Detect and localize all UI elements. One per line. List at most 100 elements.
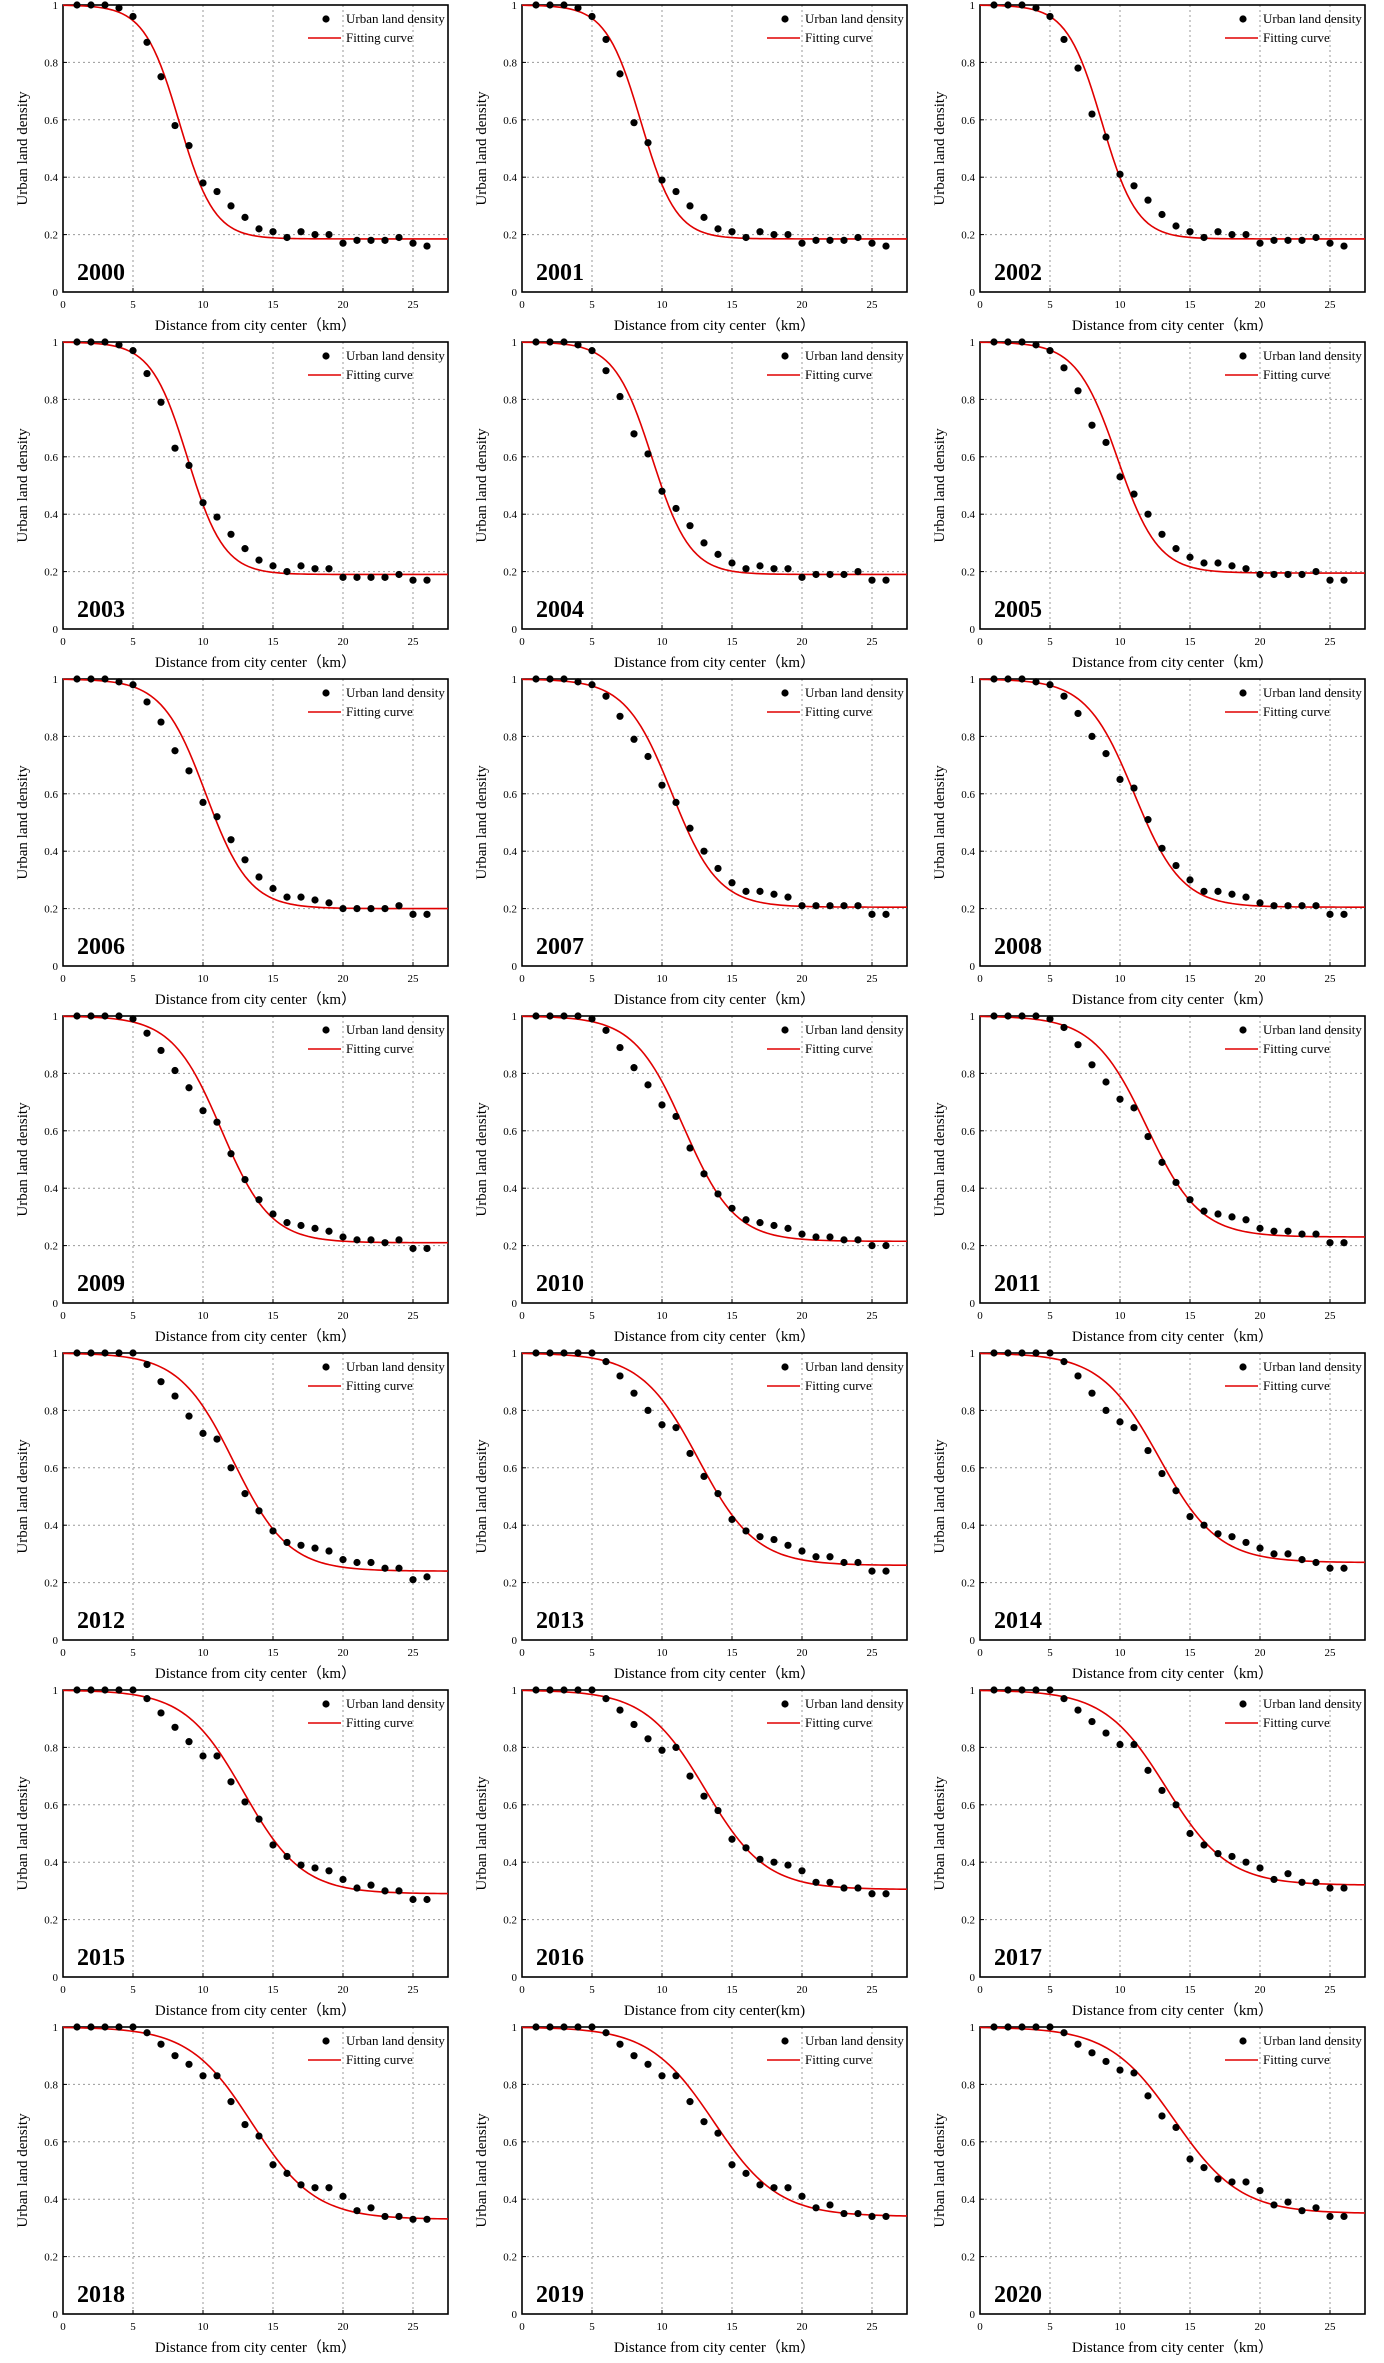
chart-panel-2002: 0 5 10 15 20 25 0 0.2 0.4 0.6 0.8 1 Distance from ci… [932, 0, 1366, 334]
data-point [1004, 1012, 1012, 1020]
y-tick-label: 1 [53, 1685, 59, 1697]
data-point [1326, 1239, 1334, 1247]
data-point [115, 1012, 123, 1020]
y-tick-label: 0.6 [503, 452, 517, 464]
data-point [616, 1706, 624, 1714]
data-point [241, 1798, 249, 1806]
data-point [854, 568, 862, 576]
x-tick-label: 20 [338, 1984, 350, 1996]
y-tick-label: 0 [53, 961, 59, 973]
data-point [1018, 1349, 1026, 1357]
x-tick-label: 10 [657, 636, 669, 648]
data-point [812, 902, 820, 910]
data-point [129, 12, 137, 21]
x-tick-label: 10 [1115, 1647, 1127, 1659]
data-point [700, 1170, 708, 1178]
data-point [1284, 1550, 1292, 1558]
data-point [157, 398, 165, 406]
y-axis-label: Urban land density [15, 91, 31, 206]
data-point [1116, 170, 1124, 178]
data-point [868, 1890, 876, 1898]
data-point [1116, 1418, 1124, 1426]
y-axis-label: Urban land density [474, 1102, 490, 1217]
y-tick-label: 1 [512, 337, 518, 349]
data-point [1214, 1530, 1222, 1538]
data-point [728, 2161, 736, 2169]
y-axis-label: Urban land density [15, 1102, 31, 1217]
data-point [728, 879, 736, 887]
x-axis-label: Distance from city center（km） [1072, 2002, 1273, 2019]
data-point [1004, 675, 1012, 683]
chart-panel-2003: 0 5 10 15 20 25 0 0.2 0.4 0.6 0.8 1 Distance from ci… [15, 337, 449, 671]
data-point [588, 2023, 596, 2031]
data-point [311, 896, 319, 904]
x-tick-label: 5 [130, 973, 136, 985]
x-tick-label: 25 [867, 1310, 879, 1322]
y-tick-label: 0.8 [961, 1405, 975, 1417]
data-point [812, 1233, 820, 1241]
x-axis-label: Distance from city center（km） [155, 317, 356, 334]
data-point [143, 698, 151, 706]
y-tick-label: 0 [53, 1972, 59, 1984]
legend-points-label: Urban land density [1263, 685, 1362, 700]
data-point [1256, 1864, 1264, 1872]
legend-curve-label: Fitting curve [805, 1041, 872, 1056]
data-point [1228, 1852, 1236, 1861]
chart-panel-2004: 0 5 10 15 20 25 0 0.2 0.4 0.6 0.8 1 Distance from ci… [474, 337, 908, 671]
data-point [213, 813, 221, 821]
legend-points-label: Urban land density [805, 11, 904, 26]
data-point [784, 1224, 792, 1232]
y-tick-label: 1 [512, 1348, 518, 1360]
y-tick-label: 1 [970, 337, 976, 349]
y-tick-label: 0.2 [961, 230, 975, 242]
y-tick-label: 0.4 [961, 2194, 975, 2206]
y-tick-label: 0.4 [503, 1857, 517, 1869]
legend-point-marker [1239, 2037, 1247, 2045]
data-point [770, 890, 778, 898]
legend-points-label: Urban land density [805, 1696, 904, 1711]
data-point [269, 1841, 277, 1849]
x-axis-label: Distance from city center（km） [614, 1665, 815, 1682]
data-point [784, 231, 792, 239]
data-point [882, 2212, 890, 2221]
data-point [1242, 1858, 1250, 1866]
data-point [826, 236, 834, 244]
data-point [353, 905, 361, 913]
y-tick-label: 0.8 [961, 1068, 975, 1080]
data-point [798, 1547, 806, 1555]
data-point [87, 2023, 95, 2031]
data-point [714, 225, 722, 233]
data-point [882, 1567, 890, 1575]
data-point [297, 1221, 305, 1230]
x-axis-label: Distance from city center（km） [155, 2339, 356, 2356]
y-tick-label: 0.2 [961, 2252, 975, 2264]
data-point [714, 2129, 722, 2137]
data-point [854, 1236, 862, 1244]
data-point [73, 338, 81, 346]
data-point [241, 213, 249, 221]
y-axis-label: Urban land density [932, 765, 948, 880]
y-tick-label: 1 [53, 1011, 59, 1023]
data-point [1032, 1686, 1040, 1694]
legend-curve-label: Fitting curve [1263, 30, 1330, 45]
data-point [73, 675, 81, 683]
data-point [616, 712, 624, 720]
y-tick-label: 1 [970, 1348, 976, 1360]
x-tick-label: 25 [867, 299, 879, 311]
y-tick-label: 0.8 [961, 394, 975, 406]
data-point [686, 522, 694, 530]
data-point [742, 1844, 750, 1852]
data-point [423, 1244, 431, 1253]
x-tick-label: 15 [727, 299, 739, 311]
x-tick-label: 5 [130, 1310, 136, 1322]
legend-curve-label: Fitting curve [805, 2052, 872, 2067]
data-point [990, 2023, 998, 2031]
data-point [798, 1230, 806, 1238]
x-tick-label: 25 [867, 973, 879, 985]
y-tick-label: 0.2 [44, 2252, 58, 2264]
data-point [1186, 228, 1194, 236]
data-point [588, 1015, 596, 1023]
y-tick-label: 0.8 [503, 2079, 517, 2091]
x-axis-label: Distance from city center（km） [614, 317, 815, 334]
data-point [199, 179, 207, 187]
